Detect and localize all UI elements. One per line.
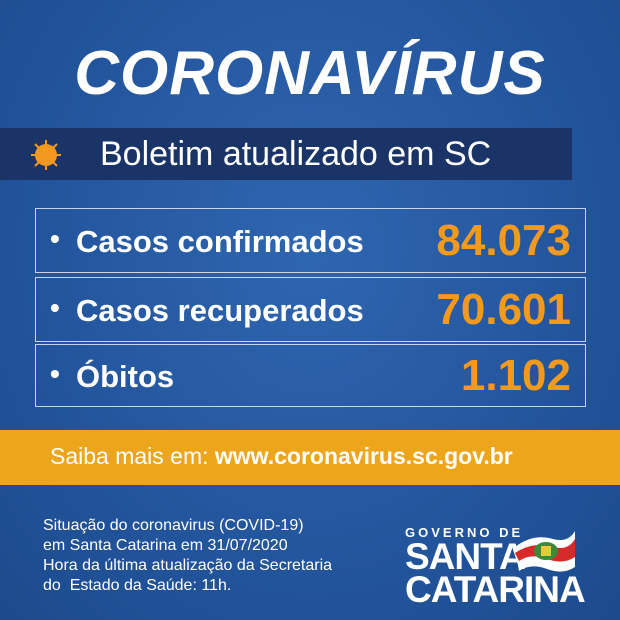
more-info-label: Saiba mais em: [50,443,209,469]
stat-value: 1.102 [460,351,571,400]
bullet: • [50,358,60,389]
government-logo: GOVERNO DE SANTA CATARINA [405,525,586,610]
flag-icon [515,531,575,572]
bullet: • [50,292,60,323]
footer-line: Situação do coronavirus (COVID-19) [43,517,304,534]
stat-recovered: • Casos recuperados 70.601 [35,277,586,342]
bullet: • [50,223,60,254]
footer-line: em Santa Catarina em 31/07/2020 [43,537,288,554]
stat-label: Casos confirmados [76,224,364,259]
stat-value: 84.073 [436,216,571,265]
stat-label: Casos recuperados [76,293,364,328]
logo-line: CATARINA [405,569,586,610]
title: CORONAVÍRUS [74,39,546,108]
banner-text: Boletim atualizado em SC [100,135,492,173]
logo-line: GOVERNO DE [405,525,524,540]
stat-deaths: • Óbitos 1.102 [35,344,586,407]
more-info-bar: Saiba mais em: www.coronavirus.sc.gov.br [0,430,620,485]
stat-confirmed: • Casos confirmados 84.073 [35,208,586,273]
footer-text: Situação do coronavirus (COVID-19) em Sa… [43,516,332,596]
banner: Boletim atualizado em SC [0,128,572,180]
footer-line: do Estado da Saúde: 11h. [43,577,232,594]
stat-value: 70.601 [436,285,571,334]
footer-line: Hora da última atualização da Secretaria [43,557,333,574]
virus-icon [31,140,61,170]
website-link[interactable]: www.coronavirus.sc.gov.br [214,443,513,469]
stat-label: Óbitos [76,359,175,394]
logo-line: SANTA [405,536,526,577]
